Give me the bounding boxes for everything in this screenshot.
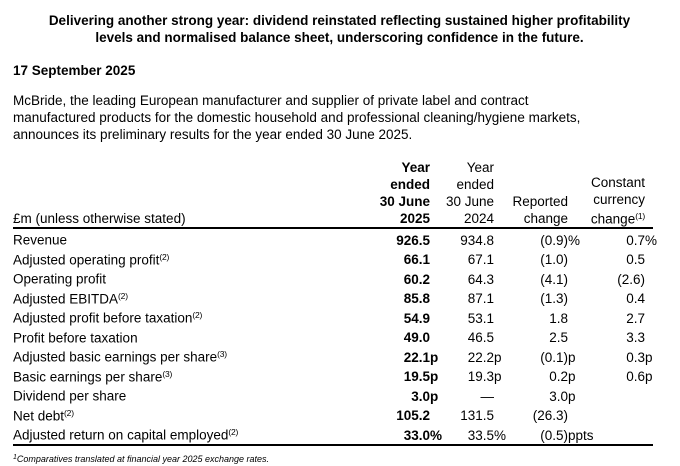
column-header-reported-change: Reported change	[502, 159, 576, 229]
value-2025-cell: 3.0 p	[411, 388, 439, 404]
value-2025-cell: 33.0%	[360, 424, 442, 446]
column-header-2025: Year ended 30 June 2025	[360, 159, 438, 229]
value-2024-cell: 64.3	[467, 271, 494, 287]
value-2024-cell: 53.1	[467, 310, 494, 326]
constant-currency-cell: 0.5	[626, 252, 645, 267]
label-cell: Revenue	[13, 232, 68, 248]
value-2024-cell: 87.1	[467, 291, 494, 306]
row-adjusted-operating-profit: Adjusted operating profit(2) 66.1 67.1 (…	[13, 249, 653, 269]
release-date: 17 September 2025	[13, 63, 136, 78]
footnote-marker-3: (3)	[217, 349, 227, 359]
footnote-1: 1Comparatives translated at financial ye…	[13, 453, 270, 464]
reported-change-cell: 2.5	[549, 330, 568, 345]
value-2024-cell: 19.3 p	[467, 369, 502, 384]
label-cell: Net debt(2)	[13, 407, 74, 424]
reported-change-cell: 0.2 p	[549, 369, 576, 384]
value-2024-cell: 934.8	[460, 232, 494, 248]
intro-line-2: manufactured products for the domestic h…	[13, 110, 581, 125]
value-2024-cell: 131.5	[460, 408, 494, 423]
reported-change-cell: (1.0)	[540, 252, 568, 267]
row-profit-before-taxation: Profit before taxation 49.0 46.5 2.5 3.3	[13, 327, 653, 347]
value-2025-cell: 105.2	[396, 408, 430, 423]
reported-change-cell: (4.1)	[540, 271, 568, 287]
constant-currency-cell: 0.6 p	[626, 369, 653, 384]
column-header-constant-currency-change: Constant currency change(1)	[576, 159, 653, 229]
constant-currency-cell: 2.7	[626, 310, 645, 326]
results-table: £m (unless otherwise stated) Year ended …	[13, 159, 658, 446]
footnote-marker-3: (3)	[162, 368, 173, 379]
value-2025-cell: 66.1	[403, 252, 430, 267]
label-cell: Adjusted basic earnings per share(3)	[13, 349, 227, 365]
label-cell: Profit before taxation	[13, 330, 138, 345]
constant-currency-cell: 0.7%	[626, 232, 658, 248]
value-2025-cell: 54.9	[403, 310, 430, 326]
value-2025-cell: 49.0	[403, 330, 430, 345]
page-title: Delivering another strong year: dividend…	[13, 12, 666, 46]
footnote-marker-2: (2)	[159, 251, 170, 262]
value-2024-cell: 46.5	[467, 330, 494, 345]
reported-change-cell: (0.1) p	[540, 349, 576, 365]
column-header-units: £m (unless otherwise stated)	[13, 159, 360, 229]
label-cell: Adjusted operating profit(2)	[13, 251, 170, 268]
value-2025-cell: 85.8	[403, 291, 430, 306]
row-revenue: Revenue 926.5 934.8 (0.9)% 0.7%	[13, 228, 658, 249]
label-cell: Dividend per share	[13, 388, 127, 404]
value-2025-cell: 60.2	[403, 271, 430, 287]
reported-change-cell: (0.9)%	[540, 232, 581, 248]
footnote-marker-2: (2)	[228, 427, 239, 437]
constant-currency-cell	[576, 405, 653, 425]
footnote-marker-2: (2)	[64, 407, 74, 418]
constant-currency-cell: (2.6)	[617, 271, 645, 287]
row-net-debt: Net debt(2) 105.2 131.5 (26.3)	[13, 405, 653, 425]
constant-currency-cell: 3.3	[626, 330, 645, 345]
intro-paragraph: McBride, the leading European manufactur…	[13, 92, 666, 143]
reported-change-cell: (1.3)	[540, 291, 568, 306]
label-cell: Adjusted profit before taxation(2)	[13, 310, 203, 326]
intro-line-3: announces its preliminary results for th…	[13, 127, 413, 142]
reported-change-cell: 3.0 p	[549, 388, 576, 404]
headline-line-2: levels and normalised balance sheet, und…	[95, 30, 584, 45]
footnote-marker-1: (1)	[635, 210, 645, 221]
label-cell: Basic earnings per share(3)	[13, 368, 173, 385]
row-adjusted-ebitda: Adjusted EBITDA(2) 85.8 87.1 (1.3) 0.4	[13, 288, 653, 308]
label-cell: Adjusted EBITDA(2)	[13, 290, 128, 307]
value-2024-cell: 33.5%	[438, 424, 506, 446]
intro-line-1: McBride, the leading European manufactur…	[13, 93, 529, 108]
constant-currency-cell: 0.4	[626, 291, 645, 306]
constant-currency-cell	[576, 424, 653, 446]
column-header-2024: Year ended 30 June 2024	[438, 159, 502, 229]
constant-currency-cell: 0.3 p	[626, 349, 653, 365]
label-cell: Operating profit	[13, 271, 107, 287]
footnote-marker-2: (2)	[118, 290, 128, 301]
table-header-row: £m (unless otherwise stated) Year ended …	[13, 159, 653, 229]
footnote-marker-2: (2)	[192, 310, 203, 320]
reported-change-cell: 1.8	[549, 310, 568, 326]
value-2025-cell: 926.5	[396, 232, 430, 248]
reported-change-cell: (26.3)	[532, 408, 568, 423]
value-2024-cell: —	[480, 388, 495, 404]
value-2024-cell: 67.1	[467, 252, 494, 267]
footnotes: 1Comparatives translated at financial ye…	[13, 451, 666, 466]
value-2024-cell: 22.2 p	[467, 349, 502, 365]
row-adjusted-basic-eps: Adjusted basic earnings per share(3) 22.…	[13, 346, 653, 366]
row-adjusted-profit-before-taxation: Adjusted profit before taxation(2) 54.9 …	[13, 307, 653, 327]
row-dividend-per-share: Dividend per share 3.0 p — 3.0 p	[13, 385, 653, 405]
value-2025-cell: 19.5 p	[403, 369, 439, 384]
constant-currency-cell	[576, 385, 653, 405]
label-cell: Adjusted return on capital employed(2)	[13, 424, 360, 446]
row-operating-profit: Operating profit 60.2 64.3 (4.1) (2.6)	[13, 268, 653, 288]
row-adjusted-roce: Adjusted return on capital employed(2) 3…	[13, 424, 653, 446]
headline-line-1: Delivering another strong year: dividend…	[48, 13, 631, 28]
value-2025-cell: 22.1 p	[403, 349, 439, 365]
row-basic-eps: Basic earnings per share(3) 19.5 p 19.3 p …	[13, 366, 653, 386]
reported-change-cell: (0.5) ppts	[502, 424, 594, 446]
